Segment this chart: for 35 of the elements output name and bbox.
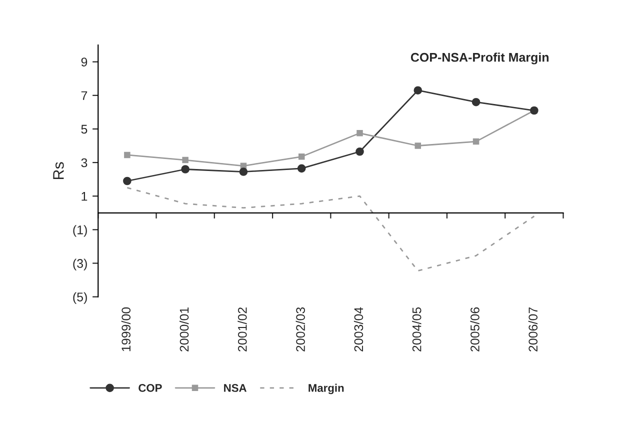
point — [182, 156, 188, 164]
point — [356, 147, 364, 156]
y-tick-label: 5 — [81, 124, 88, 134]
legend-label: NSA — [224, 384, 247, 392]
x-tick-label: 2002/03 — [296, 307, 305, 352]
legend-label: COP — [138, 384, 162, 392]
y-tick-label: 1 — [82, 192, 88, 201]
legend-label: Margin — [308, 384, 344, 394]
point — [414, 142, 422, 149]
x-tick-label: 2003/04 — [354, 307, 364, 352]
text: COP-NSA-Profit Margin — [410, 52, 549, 64]
point — [239, 168, 248, 176]
y-axis-title: Rs — [53, 162, 64, 180]
y-tick-label: 7 — [81, 91, 88, 100]
x-tick-label: 2005/06 — [470, 307, 480, 352]
point — [414, 86, 422, 95]
x-tick-label: 1999/00 — [121, 307, 131, 352]
point — [181, 165, 190, 174]
y-tick-label: 9 — [81, 58, 88, 66]
point — [356, 130, 363, 136]
point — [472, 138, 480, 145]
point — [298, 154, 305, 160]
y-tick-label: (5) — [73, 292, 87, 304]
x-tick-label: 2000/01 — [180, 307, 189, 352]
y-tick-label: 3 — [81, 158, 88, 168]
y-tick-label: (1) — [73, 225, 87, 237]
point — [124, 152, 130, 158]
y-tick-label: (3) — [73, 258, 87, 270]
x-tick-label: 2001/02 — [238, 308, 247, 352]
point — [123, 176, 132, 186]
point — [472, 98, 480, 106]
x-tick-label: 2006/07 — [528, 308, 538, 352]
point — [297, 164, 306, 173]
x-tick-label: 2004/05 — [412, 307, 422, 352]
line-series — [126, 187, 535, 272]
